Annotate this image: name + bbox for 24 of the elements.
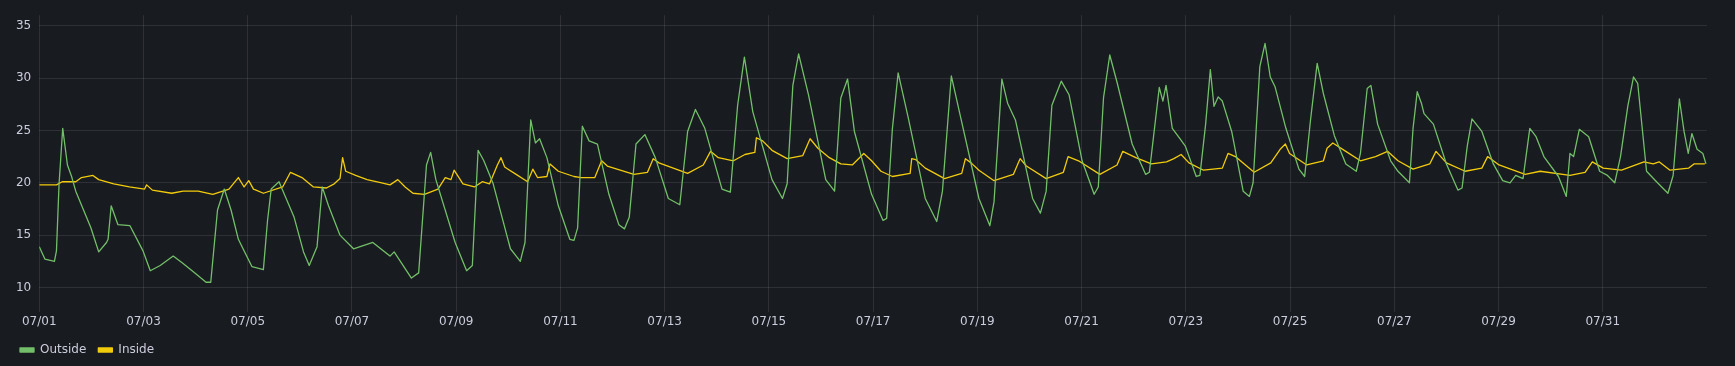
y-tick-label: 20 bbox=[15, 174, 32, 189]
y-tick-label: 25 bbox=[15, 122, 32, 137]
x-tick-label: 07/17 bbox=[855, 313, 891, 328]
x-tick-label: 07/13 bbox=[647, 313, 682, 328]
x-tick-label: 07/09 bbox=[438, 313, 474, 328]
x-tick-label: 07/21 bbox=[1064, 313, 1099, 328]
x-tick-label: 07/29 bbox=[1481, 313, 1516, 328]
y-tick-label: 10 bbox=[15, 279, 32, 294]
legend-label: Outside bbox=[40, 342, 87, 357]
x-tick-label: 07/11 bbox=[543, 313, 578, 328]
x-tick-label: 07/03 bbox=[126, 313, 161, 328]
y-tick-label: 30 bbox=[15, 70, 32, 85]
x-tick-label: 07/25 bbox=[1272, 313, 1308, 328]
legend-label: Inside bbox=[118, 342, 155, 357]
x-tick-label: 07/07 bbox=[334, 313, 370, 328]
x-tick-label: 07/05 bbox=[230, 313, 266, 328]
y-tick-label: 15 bbox=[15, 227, 32, 242]
x-tick-label: 07/23 bbox=[1168, 313, 1204, 328]
x-tick-label: 07/31 bbox=[1585, 313, 1621, 328]
y-tick-label: 35 bbox=[15, 17, 32, 32]
x-tick-label: 07/27 bbox=[1377, 313, 1412, 328]
x-tick-label: 07/15 bbox=[751, 313, 787, 328]
x-tick-label: 07/19 bbox=[960, 313, 995, 328]
x-tick-label: 07/01 bbox=[21, 313, 57, 328]
